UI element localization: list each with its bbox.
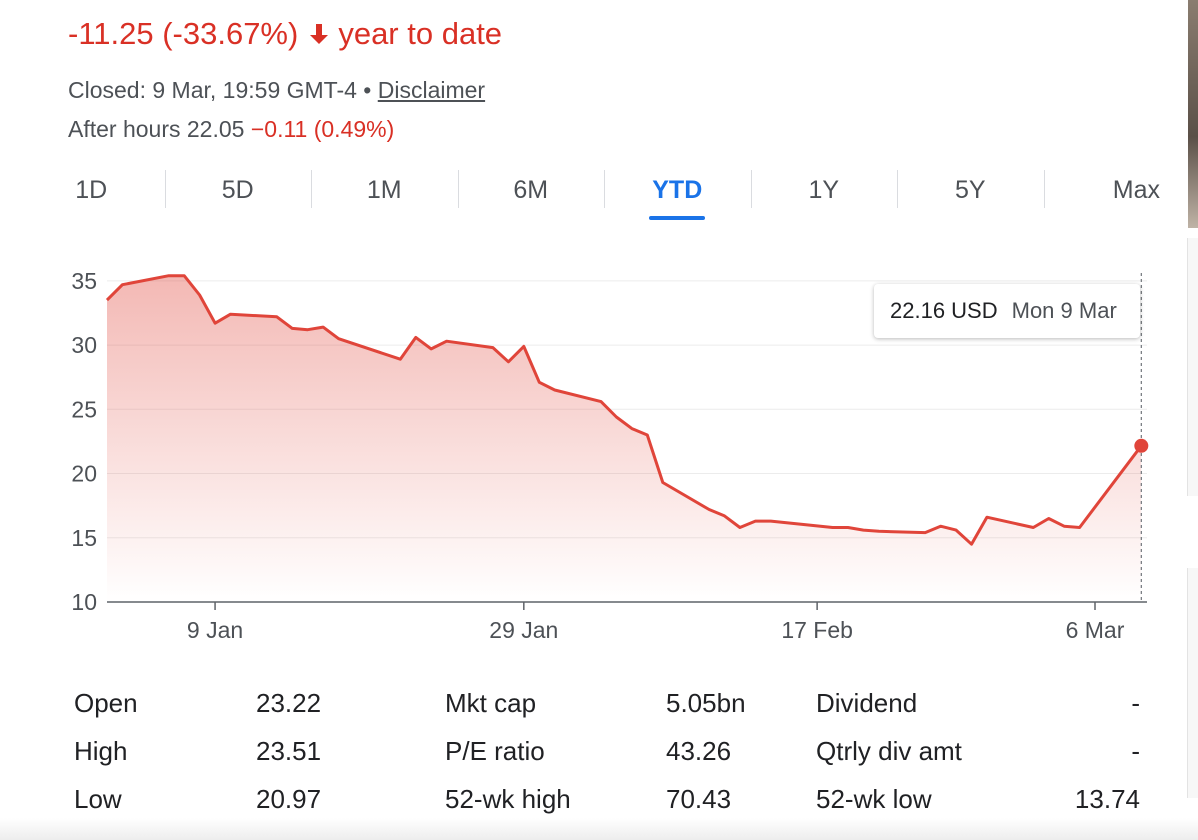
- tooltip-date: Mon 9 Mar: [1011, 298, 1117, 323]
- stat-value: 70.43: [666, 784, 732, 814]
- tab-5d[interactable]: 5D: [164, 166, 312, 222]
- x-tick-label: 9 Jan: [187, 617, 243, 643]
- y-axis-ticks: 10 15 20 25 30 35: [71, 268, 97, 615]
- tooltip-price: 22.16 USD: [890, 298, 998, 323]
- stat-label: Mkt cap: [445, 688, 537, 718]
- y-tick-label: 30: [71, 332, 97, 358]
- price-change-summary: -11.25 (-33.67%) year to date: [68, 16, 502, 52]
- adjacent-panel-image: [1188, 0, 1198, 228]
- stat-label: Dividend: [816, 688, 918, 718]
- after-hours-price: After hours 22.05: [68, 116, 245, 142]
- hover-tooltip: 22.16 USD Mon 9 Mar: [874, 284, 1140, 338]
- adjacent-panel-card: [1187, 238, 1198, 496]
- y-tick-label: 35: [71, 268, 97, 294]
- stat-value: 43.26: [666, 736, 732, 766]
- price-area-fill: [107, 275, 1142, 602]
- price-line: [105, 274, 1143, 546]
- bottom-fade: [0, 818, 1198, 840]
- stat-label: 52-wk low: [816, 784, 932, 814]
- stat-value: 23.22: [256, 688, 322, 718]
- tab-5y[interactable]: 5Y: [897, 166, 1044, 222]
- tab-1y[interactable]: 1Y: [750, 166, 898, 222]
- stat-value: 23.51: [256, 736, 322, 766]
- y-tick-label: 15: [71, 525, 97, 551]
- after-hours-info: After hours 22.05 −0.11 (0.49%): [68, 116, 394, 143]
- stat-label: 52-wk high: [445, 784, 571, 814]
- tab-max[interactable]: Max: [1043, 166, 1191, 222]
- y-tick-label: 10: [71, 589, 97, 615]
- key-stats-table: Open 23.22 Mkt cap 5.05bn Dividend - Hig…: [74, 688, 1154, 838]
- closed-time: Closed: 9 Mar, 19:59 GMT-4 •: [68, 77, 372, 103]
- stats-row: Low 20.97 52-wk high 70.43 52-wk low 13.…: [74, 784, 1154, 832]
- range-tabs: 1D 5D 1M 6M YTD 1Y 5Y Max: [18, 166, 1198, 222]
- stat-label: Open: [74, 688, 138, 718]
- stat-label: Qtrly div amt: [816, 736, 962, 766]
- price-change-period: year to date: [338, 16, 503, 51]
- x-tick-label: 29 Jan: [489, 617, 558, 643]
- after-hours-change: −0.11 (0.49%): [250, 116, 395, 142]
- stat-value: 20.97: [256, 784, 322, 814]
- stat-label: High: [74, 736, 128, 766]
- arrow-down-icon: [308, 22, 330, 46]
- stats-row: High 23.51 P/E ratio 43.26 Qtrly div amt…: [74, 736, 1154, 784]
- tab-6m[interactable]: 6M: [457, 166, 605, 222]
- price-chart[interactable]: 10 15 20 25 30 35 9 Jan 29 Jan 17 Feb 6 Mar: [0, 250, 1180, 650]
- stats-row: Open 23.22 Mkt cap 5.05bn Dividend -: [74, 688, 1154, 736]
- y-tick-label: 25: [71, 396, 97, 422]
- x-tick-label: 17 Feb: [781, 617, 853, 643]
- price-change-value: -11.25 (-33.67%): [68, 16, 299, 51]
- stat-value: -: [1131, 736, 1140, 766]
- stat-value: -: [1131, 688, 1140, 718]
- stat-label: Low: [74, 784, 122, 814]
- x-axis-ticks: 9 Jan 29 Jan 17 Feb 6 Mar: [187, 602, 1125, 643]
- active-tab-indicator: [649, 216, 706, 220]
- hover-point: [1134, 438, 1149, 453]
- closed-info: Closed: 9 Mar, 19:59 GMT-4 • Disclaimer: [68, 77, 485, 104]
- stat-value: 5.05bn: [666, 688, 746, 718]
- x-tick-label: 6 Mar: [1066, 617, 1125, 643]
- disclaimer-link[interactable]: Disclaimer: [377, 77, 486, 103]
- adjacent-panel-card: [1187, 568, 1198, 798]
- stat-value: 13.74: [1074, 784, 1140, 814]
- stat-label: P/E ratio: [445, 736, 545, 766]
- y-tick-label: 20: [71, 461, 97, 487]
- tab-ytd[interactable]: YTD: [604, 166, 751, 222]
- tab-1m[interactable]: 1M: [311, 166, 458, 222]
- tab-1d[interactable]: 1D: [75, 176, 108, 204]
